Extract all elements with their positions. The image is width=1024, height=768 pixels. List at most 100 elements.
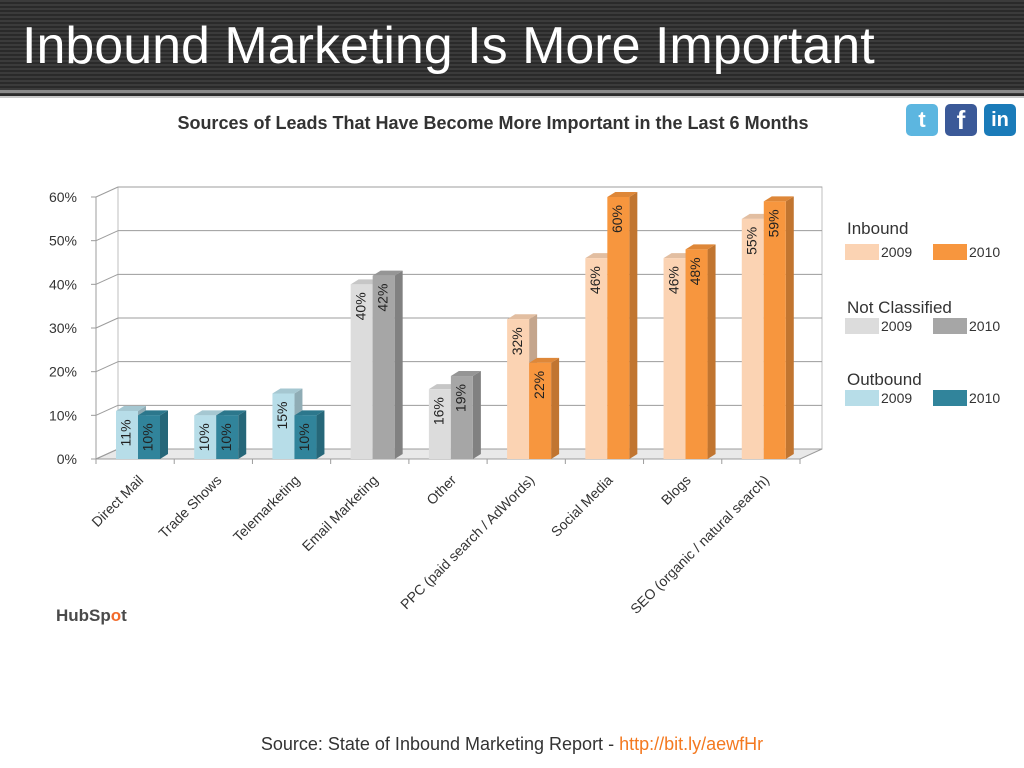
y-tick-label: 0% xyxy=(57,451,77,467)
gridline-side xyxy=(95,273,119,285)
bar-value-label: 22% xyxy=(531,371,547,399)
bar-top xyxy=(194,410,225,416)
legend-swatch xyxy=(933,390,967,406)
bar-front xyxy=(194,415,217,459)
bar-front xyxy=(741,218,764,459)
legend-label: 2010 xyxy=(969,318,1000,334)
bar-front xyxy=(529,362,552,459)
bar-2010-5: 22% xyxy=(529,357,560,459)
x-tick-label: PPC (paid search / AdWords) xyxy=(397,472,537,612)
bar-front xyxy=(428,389,451,459)
bar-2010-2: 10% xyxy=(294,410,325,459)
x-tick-label: Email Marketing xyxy=(299,472,381,554)
y-tick-label: 40% xyxy=(49,276,77,292)
bar-top xyxy=(272,388,303,394)
source-link[interactable]: http://bit.ly/aewfHr xyxy=(619,734,764,754)
bar-value-label: 59% xyxy=(765,209,781,237)
gridline-side xyxy=(95,404,119,416)
bar-value-label: 48% xyxy=(687,257,703,285)
legend-label: 2009 xyxy=(881,318,912,334)
title-underline-light xyxy=(0,96,1024,98)
x-tick-label: Telemarketing xyxy=(230,472,303,545)
bar-value-label: 10% xyxy=(218,423,234,451)
bar-top xyxy=(763,196,794,202)
bar-front xyxy=(138,415,160,459)
bar-value-label: 19% xyxy=(453,384,469,412)
legend-label: 2010 xyxy=(969,390,1000,406)
bar-chart: Sources of Leads That Have Become More I… xyxy=(49,113,1000,617)
gridline-side xyxy=(95,317,119,329)
bar-value-label: 16% xyxy=(431,397,447,425)
hubspot-logo: HubSpot xyxy=(56,606,127,625)
bar-2010-6: 60% xyxy=(607,192,638,459)
bar-top xyxy=(372,270,403,276)
bar-side xyxy=(160,410,168,459)
bar-value-label: 46% xyxy=(587,266,603,294)
x-tick-label: Other xyxy=(423,472,459,508)
bar-side xyxy=(785,196,794,459)
bar-front xyxy=(685,249,708,459)
y-tick-label: 20% xyxy=(49,364,77,380)
y-tick-label: 50% xyxy=(49,233,77,249)
x-tick-label: Blogs xyxy=(658,472,694,508)
chart-title: Sources of Leads That Have Become More I… xyxy=(177,113,808,133)
legend-group-title: Inbound xyxy=(847,219,908,238)
bar-top xyxy=(450,371,481,377)
x-tick-label: SEO (organic / natural search) xyxy=(627,472,772,617)
legend-swatch xyxy=(845,244,879,260)
bar-front xyxy=(350,284,373,459)
legend-label: 2010 xyxy=(969,244,1000,260)
x-tick-label: Trade Shows xyxy=(155,472,224,541)
bar-front xyxy=(585,258,608,459)
gridline-side xyxy=(95,186,119,198)
bar-value-label: 10% xyxy=(196,423,212,451)
gridline-side xyxy=(95,230,119,242)
bar-front xyxy=(372,275,395,459)
bar-top xyxy=(685,244,716,250)
bar-top xyxy=(294,410,325,416)
bar-top xyxy=(116,405,146,411)
bar-top xyxy=(607,192,638,197)
bar-value-label: 42% xyxy=(374,284,390,312)
legend-group-title: Outbound xyxy=(847,370,922,389)
legend-group-title: Not Classified xyxy=(847,298,952,317)
bar-value-label: 10% xyxy=(296,423,312,451)
legend-swatch xyxy=(933,244,967,260)
gridline-side xyxy=(95,448,119,460)
linkedin-icon[interactable]: in xyxy=(984,104,1016,136)
bar-2010-3: 42% xyxy=(372,270,403,459)
bar-2010-1: 10% xyxy=(216,410,247,459)
bar-value-label: 32% xyxy=(509,327,525,355)
twitter-icon[interactable]: t xyxy=(906,104,938,136)
bar-side xyxy=(316,410,325,459)
gridline-side xyxy=(95,361,119,373)
x-tick-label: Social Media xyxy=(548,472,616,540)
title-underline xyxy=(0,90,1024,93)
bar-front xyxy=(607,197,630,459)
bar-side xyxy=(472,371,481,459)
y-tick-label: 30% xyxy=(49,320,77,336)
bar-side xyxy=(238,410,247,459)
bar-2010-0: 10% xyxy=(138,410,168,459)
bar-top xyxy=(529,357,560,363)
legend-swatch xyxy=(933,318,967,334)
y-tick-label: 60% xyxy=(49,189,77,205)
bar-2010-4: 19% xyxy=(450,371,481,459)
x-tick-label: Direct Mail xyxy=(88,472,146,530)
bar-front xyxy=(763,201,786,459)
bar-top xyxy=(216,410,247,416)
slide-title: Inbound Marketing Is More Important xyxy=(22,17,875,75)
bar-value-label: 15% xyxy=(274,401,290,429)
bar-top xyxy=(507,314,538,320)
bar-front xyxy=(216,415,239,459)
bar-front xyxy=(294,415,317,459)
facebook-icon[interactable]: f xyxy=(945,104,977,136)
bar-value-label: 55% xyxy=(743,227,759,255)
bar-2010-7: 48% xyxy=(685,244,716,459)
bar-side xyxy=(394,270,403,459)
bar-side xyxy=(551,357,560,459)
bar-side xyxy=(629,192,638,459)
bar-value-label: 46% xyxy=(665,266,681,294)
bar-front xyxy=(663,258,686,459)
bar-value-label: 11% xyxy=(118,419,134,446)
